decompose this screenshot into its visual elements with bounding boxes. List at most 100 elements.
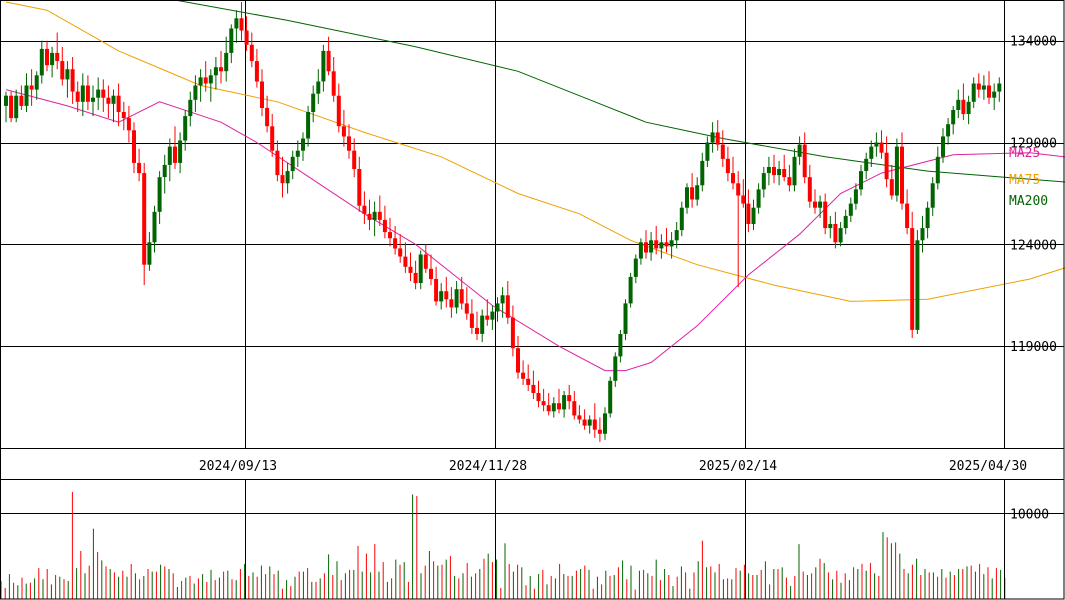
candle	[275, 140, 280, 182]
candle-body	[710, 132, 715, 143]
candle-body	[879, 142, 884, 153]
candle-body	[75, 91, 80, 102]
candle	[101, 79, 106, 112]
candle-body	[34, 75, 39, 90]
candle-body	[454, 289, 459, 308]
candle	[434, 266, 439, 306]
candle	[413, 260, 418, 290]
candle-body	[997, 83, 1002, 92]
candle	[720, 130, 725, 167]
candle-body	[377, 211, 382, 220]
candle-body	[469, 313, 474, 328]
candle-body	[623, 303, 628, 334]
candle-body	[316, 81, 321, 94]
candle	[280, 156, 285, 198]
candle-body	[449, 299, 454, 308]
candle-body	[521, 372, 526, 379]
candle-body	[828, 224, 833, 229]
candle-body	[592, 419, 597, 430]
candle	[393, 226, 398, 255]
candle	[485, 299, 490, 326]
candle	[70, 57, 75, 104]
candle	[905, 189, 910, 235]
candle	[178, 132, 183, 174]
candle	[557, 388, 561, 414]
candle	[454, 281, 459, 314]
candle-body	[992, 91, 997, 98]
candle	[853, 183, 858, 210]
date-tick-label: 2025/02/14	[699, 459, 777, 474]
candle	[162, 154, 167, 194]
candle-body	[782, 169, 787, 178]
candle	[224, 36, 229, 82]
candle-body	[864, 158, 869, 171]
candle-body	[971, 83, 976, 102]
candle-body	[792, 156, 797, 186]
date-tick-label: 2025/04/30	[949, 459, 1027, 474]
candle-body	[894, 146, 899, 196]
candle	[541, 388, 546, 412]
axis-labels: 119000 124000 129000 134000 10000 2024/09/13 2…	[199, 35, 1057, 523]
ma25-line	[5, 89, 1065, 372]
candle	[45, 40, 49, 72]
candle-body	[685, 187, 689, 208]
candle	[183, 110, 188, 151]
candle	[869, 140, 874, 167]
candle-body	[690, 187, 695, 200]
candle	[85, 75, 90, 110]
candle-body	[178, 140, 183, 163]
candle-body	[802, 144, 807, 178]
candle	[60, 46, 65, 86]
candle-body	[326, 50, 331, 72]
candle	[91, 85, 95, 117]
candle-body	[429, 268, 433, 279]
candle	[941, 128, 945, 163]
candle-body	[495, 303, 500, 312]
ma75-line	[5, 1, 1065, 302]
candle	[111, 89, 116, 123]
candle-body	[787, 177, 792, 186]
candle-body	[608, 380, 613, 414]
candle	[546, 393, 551, 416]
candle	[633, 254, 638, 284]
candle-body	[91, 97, 95, 102]
candle-body	[551, 403, 556, 412]
candle-body	[265, 107, 270, 127]
candle-body	[751, 207, 756, 224]
candle	[234, 10, 239, 43]
candle-body	[915, 240, 920, 330]
candle	[782, 154, 787, 182]
candle	[700, 152, 705, 192]
candle	[751, 199, 756, 231]
candle-body	[981, 85, 986, 90]
candle	[403, 242, 408, 273]
candle	[137, 148, 142, 182]
candle	[736, 171, 741, 288]
candle-body	[987, 85, 991, 98]
candle-body	[659, 242, 664, 249]
candle-body	[295, 150, 300, 157]
candle-body	[213, 67, 218, 76]
candle-body	[423, 254, 428, 269]
candle-body	[341, 126, 346, 137]
candle-body	[14, 95, 19, 119]
candle	[807, 164, 812, 208]
candle-body	[505, 295, 510, 318]
candle-body	[198, 77, 203, 86]
candle	[505, 281, 510, 324]
candle	[638, 238, 643, 265]
candle	[449, 287, 454, 318]
candle	[423, 244, 428, 273]
candle-body	[132, 130, 136, 163]
candle-body	[925, 207, 930, 229]
candle	[331, 57, 336, 102]
candle-body	[157, 177, 162, 212]
candlesticks	[4, 2, 1002, 442]
candle-body	[285, 171, 290, 184]
candle-body	[306, 112, 311, 139]
candle-body	[29, 85, 34, 90]
candle-body	[900, 146, 904, 204]
candle-body	[843, 215, 848, 229]
candle	[613, 352, 618, 387]
date-tick-label: 2024/11/28	[449, 459, 527, 474]
